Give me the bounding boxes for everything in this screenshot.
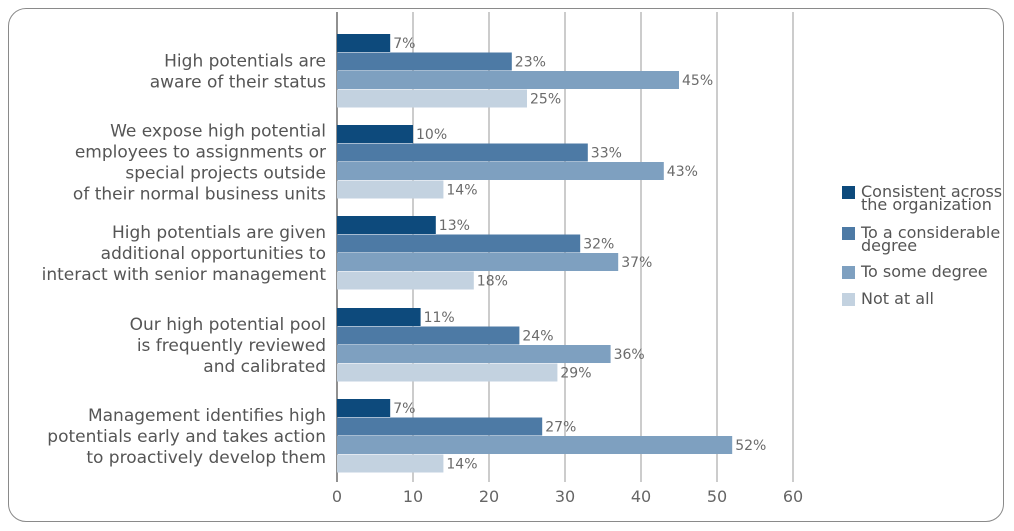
- legend-label: Not at all: [861, 289, 934, 308]
- bar-value-label: 27%: [545, 420, 576, 436]
- bar-value-label: 36%: [614, 347, 645, 363]
- bar: [337, 436, 733, 454]
- bar-value-label: 7%: [393, 401, 415, 417]
- category-labels: High potentials are aware of their status…: [42, 52, 327, 469]
- bar: [337, 234, 581, 253]
- bar: [337, 417, 543, 436]
- bar: [337, 125, 413, 143]
- x-tick-label: 50: [707, 487, 727, 506]
- bar: [337, 162, 664, 180]
- bar-value-label: 13%: [439, 218, 470, 234]
- bar: [337, 143, 588, 162]
- bar: [337, 34, 391, 52]
- x-tick-label: 10: [403, 487, 423, 506]
- bar: [337, 345, 611, 363]
- bar-value-label: 33%: [591, 146, 622, 162]
- bar-value-label: 25%: [530, 92, 561, 108]
- x-tick-label: 0: [332, 487, 342, 506]
- legend: Consistent across the organization To a co…: [842, 182, 1002, 308]
- category-label: High potentials are aware of their status: [150, 52, 326, 93]
- bar: [337, 271, 474, 290]
- x-tick-label: 20: [479, 487, 499, 506]
- bar-value-label: 43%: [667, 164, 698, 180]
- x-tick-label: 30: [555, 487, 575, 506]
- x-tick-label: 60: [783, 487, 803, 506]
- bar: [337, 89, 527, 108]
- category-label: High potentials are given additional oppo…: [42, 223, 327, 285]
- category-label: We expose high potential employees to ass…: [73, 122, 326, 205]
- bar-value-label: 32%: [583, 237, 614, 253]
- bar: [337, 180, 444, 199]
- bar-value-label: 23%: [515, 55, 546, 71]
- legend-label: To some degree: [860, 262, 988, 281]
- bar: [337, 253, 619, 271]
- bar: [337, 363, 558, 382]
- bar-value-label: 14%: [446, 457, 477, 473]
- legend-swatch: [842, 293, 855, 306]
- bar: [337, 326, 520, 345]
- bar-value-label: 11%: [424, 310, 455, 326]
- bar: [337, 71, 679, 89]
- bar: [337, 454, 444, 473]
- bar: [337, 308, 421, 326]
- legend-label: Consistent across the organization: [861, 182, 1002, 214]
- bar-value-label: 10%: [416, 127, 447, 143]
- bar: [337, 216, 436, 234]
- bar-value-label: 24%: [522, 329, 553, 345]
- legend-swatch: [842, 186, 855, 199]
- bar-value-label: 14%: [446, 183, 477, 199]
- bar-value-label: 37%: [621, 255, 652, 271]
- category-label: Our high potential pool is frequently rev…: [130, 315, 326, 377]
- legend-swatch: [842, 266, 855, 279]
- legend-label: To a considerable degree: [860, 223, 1000, 255]
- bar-value-label: 29%: [560, 366, 591, 382]
- bar-value-label: 7%: [393, 36, 415, 52]
- bar-value-label: 52%: [735, 438, 766, 454]
- x-axis-ticks: 0 10 20 30 40 50 60: [332, 487, 803, 506]
- value-labels: 7% 10% 13% 11% 7% 23% 33% 32% 24% 27% 45% 43% 37% 36%…: [393, 36, 766, 473]
- bar: [337, 399, 391, 417]
- bar-value-label: 45%: [682, 73, 713, 89]
- category-label: Management identifies high potentials ear…: [47, 406, 326, 468]
- bar: [337, 52, 512, 71]
- x-tick-label: 40: [631, 487, 651, 506]
- legend-swatch: [842, 227, 855, 240]
- bars: [337, 34, 733, 473]
- bar-value-label: 18%: [477, 274, 508, 290]
